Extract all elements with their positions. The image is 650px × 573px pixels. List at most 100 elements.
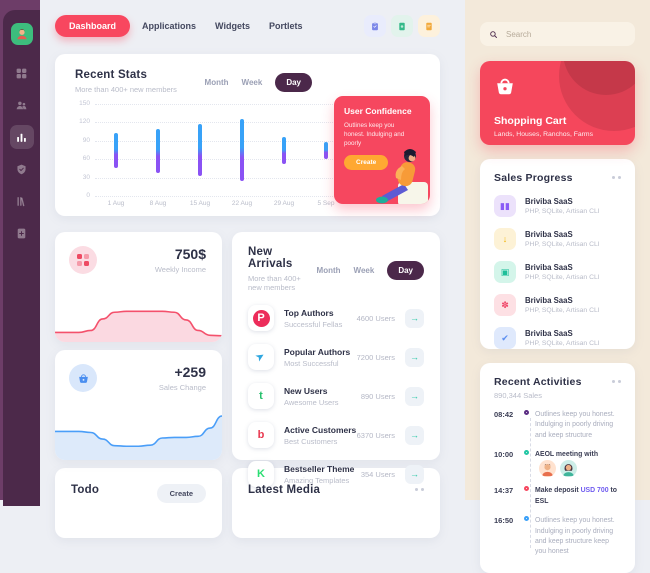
progress-item-stack: PHP, SQLite, Artisan CLI — [525, 307, 600, 314]
arrival-user-count: 354 Users — [360, 469, 395, 479]
sidebar-item-dashboard[interactable] — [10, 61, 34, 85]
event-status-dot — [524, 410, 529, 415]
latest-media-menu[interactable] — [415, 484, 424, 491]
event-status-dot — [524, 516, 529, 522]
weekly-income-card: 750$ Weekly Income — [55, 232, 222, 342]
arrival-list-item: K Bestseller Theme Amazing Templates 354… — [248, 461, 424, 487]
arrival-description: Amazing Templates — [284, 475, 350, 485]
arrival-open-button[interactable]: → — [405, 347, 424, 367]
user-confidence-body: Outlines keep you honest. Indulging and … — [344, 122, 405, 148]
event-text: Outlines keep you honest. Indulging in p… — [535, 411, 615, 439]
recent-activities-menu[interactable] — [612, 376, 621, 383]
arrivals-filter-button[interactable]: Month — [316, 266, 341, 275]
reports-button[interactable] — [391, 15, 413, 37]
quick-actions — [364, 15, 440, 37]
shield-check-icon — [17, 164, 26, 174]
tab[interactable]: Portlets — [268, 21, 303, 31]
progress-item-icon: ▮▮ — [494, 195, 516, 217]
tab[interactable]: Dashboard — [55, 15, 131, 37]
search-icon — [490, 30, 497, 38]
new-arrivals-card: New Arrivals More than 400+ new members … — [232, 232, 440, 487]
arrival-open-button[interactable]: → — [405, 464, 424, 484]
sales-progress-item: ▮▮ Briviba SaaS PHP, SQLite, Artisan CLI — [494, 195, 621, 217]
arrival-logo-glyph: t — [259, 389, 263, 402]
progress-item-name: Briviba SaaS — [525, 230, 573, 239]
arrival-name: Popular Authors — [284, 346, 351, 357]
arrival-open-button[interactable]: → — [405, 425, 424, 445]
event-time: 16:50 — [494, 516, 514, 526]
sales-progress-list: ▮▮ Briviba SaaS PHP, SQLite, Artisan CLI… — [494, 195, 621, 349]
timeline-event: 14:37 Make deposit USD 700 to ESL — [494, 486, 621, 507]
arrival-open-button[interactable]: → — [405, 308, 424, 328]
tasks-button[interactable] — [364, 15, 386, 37]
sales-progress-item: ▣ Briviba SaaS PHP, SQLite, Artisan CLI — [494, 261, 621, 283]
timeline-connector — [530, 418, 531, 548]
event-text: Outlines keep you honest. Indulging in p… — [535, 517, 615, 556]
main-content: Dashboard Applications Widgets Portlets — [40, 0, 465, 538]
sidebar-item-security[interactable] — [10, 157, 34, 181]
user-confidence-card: User Confidence Outlines keep you honest… — [334, 96, 430, 204]
notes-document-icon — [426, 22, 432, 30]
stats-filter-group: Month Week Day — [205, 69, 312, 92]
sales-progress-title: Sales Progress — [494, 172, 573, 184]
right-sidebar: Shopping Cart Lands, Houses, Ranchos, Fa… — [465, 0, 650, 573]
progress-item-stack: PHP, SQLite, Artisan CLI — [525, 241, 600, 248]
event-time: 10:00 — [494, 450, 514, 460]
sales-progress-card: Sales Progress ▮▮ Briviba SaaS PHP, SQLi… — [480, 159, 635, 349]
shopping-cart-card[interactable]: Shopping Cart Lands, Houses, Ranchos, Fa… — [480, 61, 635, 145]
sidebar-item-analytics[interactable] — [9, 125, 34, 149]
weekly-income-value: 750$ — [174, 246, 206, 262]
income-icon-badge — [69, 246, 97, 274]
arrivals-filter-button[interactable]: Day — [387, 261, 424, 280]
arrival-description: Successful Fellas — [284, 319, 343, 329]
stats-filter-button[interactable]: Day — [275, 73, 312, 92]
stats-filter-button[interactable]: Week — [241, 78, 263, 87]
new-arrivals-subtitle: More than 400+ new members — [248, 274, 301, 292]
todo-create-button[interactable]: Create — [156, 484, 206, 503]
arrivals-filter-button[interactable]: Week — [353, 266, 375, 275]
arrival-logo: ➤ — [248, 344, 274, 370]
dashboard-grid-icon — [16, 68, 27, 78]
sales-change-value: +259 — [174, 364, 206, 380]
event-text: AEOL meeting with — [535, 450, 621, 478]
sales-progress-menu[interactable] — [612, 172, 621, 179]
arrival-name: Bestseller Theme — [284, 463, 355, 474]
recent-activities-title: Recent Activities — [494, 376, 582, 388]
tab-bar: Dashboard Applications Widgets Portlets — [55, 15, 321, 37]
search-input[interactable] — [504, 28, 626, 40]
sidebar-item-library[interactable] — [10, 189, 34, 213]
arrival-open-button[interactable]: → — [405, 386, 424, 406]
users-icon — [16, 101, 27, 109]
tab[interactable]: Applications — [142, 21, 197, 31]
sales-change-card: +259 Sales Change — [55, 350, 222, 460]
event-status-dot — [524, 450, 529, 456]
sidebar-item-new-entry[interactable] — [10, 221, 34, 245]
arrival-list-item: P Top Authors Successful Fellas 4600 Use… — [248, 305, 424, 331]
tab[interactable]: Widgets — [215, 21, 250, 31]
sales-progress-item: ↓ Briviba SaaS PHP, SQLite, Artisan CLI — [494, 228, 621, 250]
todo-card: Todo Create — [55, 468, 222, 538]
arrival-description: Best Customers — [284, 436, 338, 446]
progress-item-stack: PHP, SQLite, Artisan CLI — [525, 340, 600, 347]
event-time: 14:37 — [494, 486, 514, 496]
weekly-income-sparkline — [55, 310, 222, 342]
file-plus-icon — [17, 228, 26, 238]
stats-filter-button[interactable]: Month — [204, 78, 229, 87]
recent-stats-subtitle: More than 400+ new members — [75, 85, 177, 94]
arrival-list-item: t New Users Awesome Users 890 Users → — [248, 383, 424, 409]
arrival-name: Top Authors — [284, 307, 334, 318]
arrival-logo-glyph: b — [257, 428, 265, 441]
person-illustration — [376, 149, 428, 204]
search-bar — [480, 22, 635, 46]
sidebar-item-users[interactable] — [10, 93, 34, 117]
create-button[interactable]: Create — [344, 155, 389, 171]
arrival-description: Awesome Users — [284, 397, 339, 407]
arrival-logo: K — [248, 461, 274, 487]
progress-item-icon: ✔ — [494, 327, 516, 349]
arrival-name: New Users — [284, 385, 328, 396]
user-avatar[interactable] — [10, 23, 33, 45]
timeline-event: 16:50 Outlines keep you honest. Indulgin… — [494, 516, 621, 557]
sales-change-sparkline — [55, 415, 222, 460]
notes-button[interactable] — [418, 15, 440, 37]
progress-item-name: Briviba SaaS — [525, 296, 573, 305]
